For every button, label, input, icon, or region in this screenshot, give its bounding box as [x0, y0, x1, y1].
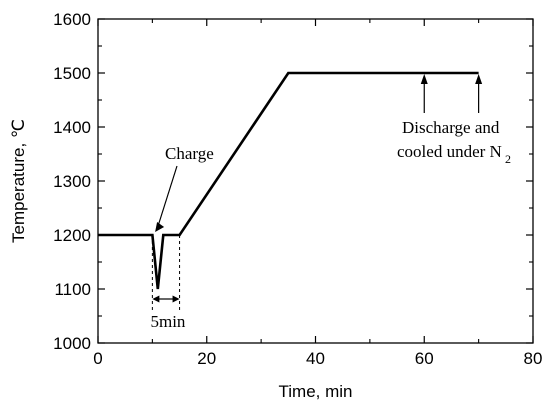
- interval-arrow-head-right: [172, 295, 180, 303]
- charge-label: Charge: [165, 144, 214, 163]
- plot-frame: [97, 18, 534, 344]
- charge-arrow-head: [155, 222, 165, 232]
- y-tick-label: 1100: [54, 280, 91, 299]
- x-tick-label: 0: [93, 349, 102, 368]
- y-tick-label: 1300: [53, 172, 91, 191]
- charge-arrow-line: [156, 165, 178, 230]
- x-tick-label: 40: [306, 349, 325, 368]
- annotations-group: Charge Discharge and cooled under N 2 5min: [150, 74, 511, 331]
- interval-label: 5min: [150, 312, 185, 331]
- discharge-arrow-head: [475, 74, 483, 84]
- axes-group: [97, 18, 534, 344]
- y-tick-label: 1200: [53, 226, 91, 245]
- x-tick-label: 20: [197, 349, 216, 368]
- y-tick-label: 1000: [53, 334, 91, 353]
- y-axis-label: Temperature, ℃: [9, 119, 28, 243]
- x-axis-label: Time, min: [279, 382, 353, 401]
- discharge-label-subscript: 2: [505, 152, 511, 166]
- x-tick-label: 60: [415, 349, 434, 368]
- discharge-label-line2: cooled under N: [397, 142, 502, 161]
- temperature-profile-line: [98, 71, 479, 290]
- discharge-label-line1: Discharge and: [402, 118, 500, 137]
- discharge-arrow-head: [420, 74, 428, 84]
- y-tick-label: 1400: [53, 118, 91, 137]
- plot-group: [98, 71, 479, 290]
- ticks-group: 0 20 40 60 80 1000 1100 1200 1300 1400 1500 1600: [53, 10, 542, 368]
- interval-arrow-head-left: [152, 295, 160, 303]
- y-tick-label: 1500: [53, 64, 91, 83]
- y-tick-label: 1600: [53, 10, 91, 29]
- x-tick-label: 80: [524, 349, 543, 368]
